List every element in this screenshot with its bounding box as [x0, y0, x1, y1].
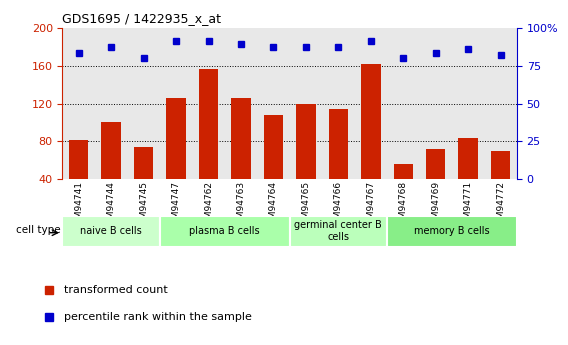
Text: GDS1695 / 1422935_x_at: GDS1695 / 1422935_x_at [62, 12, 222, 25]
Bar [69, 139, 89, 217]
Bar [322, 28, 354, 179]
Bar [257, 28, 290, 179]
Bar [225, 28, 257, 179]
Bar [199, 69, 218, 217]
Text: transformed count: transformed count [64, 285, 168, 295]
Bar [231, 98, 250, 217]
Text: germinal center B
cells: germinal center B cells [294, 220, 382, 242]
Text: plasma B cells: plasma B cells [190, 226, 260, 236]
Text: naive B cells: naive B cells [80, 226, 142, 236]
Bar [452, 28, 485, 179]
Bar [193, 28, 225, 179]
Bar [290, 28, 322, 179]
Bar [491, 151, 511, 217]
Text: percentile rank within the sample: percentile rank within the sample [64, 312, 252, 322]
Bar [426, 149, 445, 217]
Bar [354, 28, 387, 179]
Bar [62, 216, 160, 247]
Bar [394, 164, 413, 217]
Bar [361, 64, 381, 217]
Text: cell type: cell type [16, 225, 61, 235]
Bar [296, 104, 316, 217]
Bar [127, 28, 160, 179]
Bar [387, 216, 517, 247]
Bar [290, 216, 387, 247]
Text: memory B cells: memory B cells [414, 226, 490, 236]
Bar [95, 28, 127, 179]
Bar [166, 98, 186, 217]
Bar [134, 147, 153, 217]
Bar [458, 138, 478, 217]
Bar [485, 28, 517, 179]
Bar [160, 28, 193, 179]
Bar [329, 109, 348, 217]
Bar [387, 28, 420, 179]
Bar [62, 28, 95, 179]
Bar [264, 115, 283, 217]
Bar [102, 122, 121, 217]
Bar [160, 216, 290, 247]
Bar [420, 28, 452, 179]
